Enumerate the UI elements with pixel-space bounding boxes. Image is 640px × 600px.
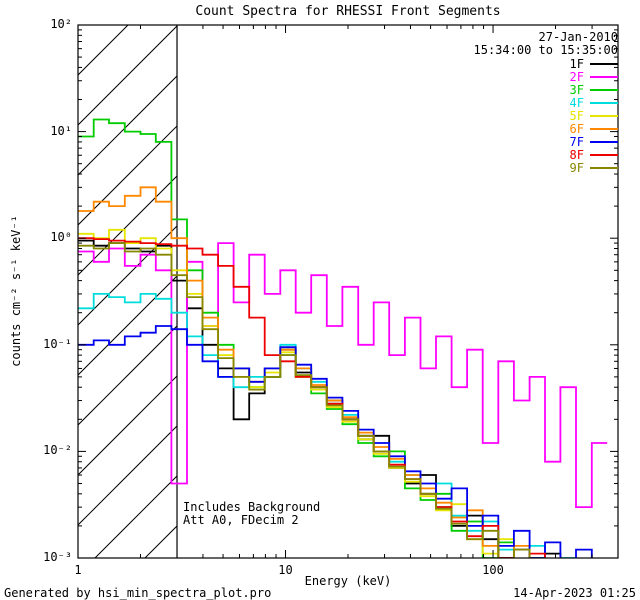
legend-label: 7F xyxy=(569,134,584,149)
legend-item-8f: 8F xyxy=(569,147,618,162)
legend-color-line xyxy=(590,140,618,143)
x-axis-label: Energy (keV) xyxy=(304,574,392,588)
legend-color-line xyxy=(590,62,618,65)
y-tick-label: 10² xyxy=(50,17,72,31)
plot-generation-timestamp: 14-Apr-2023 01:25 xyxy=(513,586,636,600)
legend-item-9f: 9F xyxy=(569,160,618,175)
legend-label: 4F xyxy=(569,95,584,110)
legend-color-line xyxy=(590,153,618,156)
y-tick-label: 10⁻³ xyxy=(43,550,72,564)
y-tick-label: 10⁻² xyxy=(43,443,72,458)
y-axis-label: counts cm⁻² s⁻¹ keV⁻¹ xyxy=(9,215,23,367)
legend-item-6f: 6F xyxy=(569,121,618,136)
legend-label: 6F xyxy=(569,121,584,136)
observation-time-range: 15:34:00 to 15:35:00 xyxy=(473,43,619,57)
legend-color-line xyxy=(590,75,618,78)
legend-color-line xyxy=(590,88,618,91)
legend-color-line xyxy=(590,127,618,130)
legend-item-2f: 2F xyxy=(569,69,618,84)
generator-credit: Generated by hsi_min_spectra_plot.pro xyxy=(4,586,272,600)
legend-label: 5F xyxy=(569,108,584,123)
legend-color-line xyxy=(590,114,618,117)
x-tick-label: 1 xyxy=(74,563,82,577)
legend-label: 2F xyxy=(569,69,584,84)
legend-label: 1F xyxy=(569,56,584,71)
legend-color-line xyxy=(590,101,618,104)
y-tick-label: 10¹ xyxy=(50,123,72,138)
x-tick-label: 100 xyxy=(482,563,504,577)
legend-item-7f: 7F xyxy=(569,134,618,149)
legend-item-4f: 4F xyxy=(569,95,618,110)
page-title: Count Spectra for RHESSI Front Segments xyxy=(195,4,501,19)
y-tick-label: 10⁻¹ xyxy=(43,336,72,351)
legend-item-1f: 1F xyxy=(569,56,618,71)
legend-label: 8F xyxy=(569,147,584,162)
legend: 1F 2F 3F 4F 5F 6F 7F 8F 9F xyxy=(569,56,618,175)
x-tick-label: 10 xyxy=(278,563,293,577)
legend-item-5f: 5F xyxy=(569,108,618,123)
legend-label: 3F xyxy=(569,82,584,97)
observation-date: 27-Jan-2010 xyxy=(538,30,618,44)
legend-color-line xyxy=(590,166,618,169)
legend-label: 9F xyxy=(569,160,584,175)
annotation-attenuator-state: Att A0, FDecim 2 xyxy=(183,513,299,527)
annotation-includes-background: Includes Background xyxy=(183,500,321,514)
legend-item-3f: 3F xyxy=(569,82,618,97)
y-tick-label: 10⁰ xyxy=(50,230,72,245)
